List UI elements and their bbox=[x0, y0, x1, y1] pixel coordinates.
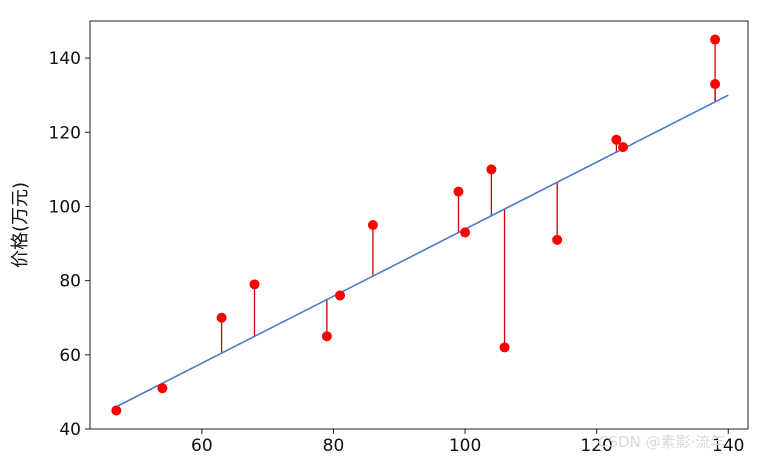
data-point bbox=[216, 312, 227, 323]
watermark-text: CSDN @素影·流年 bbox=[598, 433, 725, 451]
y-axis-label: 价格(万元) bbox=[10, 182, 31, 268]
x-tick-label: 60 bbox=[191, 436, 213, 456]
data-point bbox=[486, 164, 497, 175]
y-tick-label: 100 bbox=[49, 197, 81, 217]
x-tick-label: 80 bbox=[323, 436, 345, 456]
x-tick-label: 120 bbox=[580, 436, 612, 456]
data-point bbox=[617, 142, 628, 153]
data-point bbox=[552, 234, 563, 245]
data-point bbox=[611, 134, 622, 145]
data-point bbox=[249, 279, 260, 290]
data-point bbox=[321, 331, 332, 342]
data-point bbox=[499, 342, 510, 353]
x-tick-label: 100 bbox=[449, 436, 481, 456]
data-point bbox=[111, 405, 122, 416]
data-point bbox=[335, 290, 346, 301]
y-axis-ticks: 40 60 80 100 120 140 bbox=[49, 49, 90, 440]
data-point bbox=[460, 227, 471, 238]
plot-frame bbox=[89, 20, 749, 430]
y-tick-label: 60 bbox=[59, 346, 81, 366]
data-point bbox=[367, 220, 378, 230]
data-point bbox=[453, 186, 464, 197]
y-tick-label: 80 bbox=[59, 272, 81, 292]
data-point bbox=[710, 34, 721, 45]
data-point bbox=[157, 383, 168, 394]
y-tick-label: 120 bbox=[49, 123, 81, 143]
residual-lines bbox=[115, 39, 716, 411]
data-point bbox=[710, 79, 721, 90]
data-points bbox=[111, 34, 721, 416]
y-tick-label: 140 bbox=[49, 49, 81, 69]
x-axis-ticks: 60 80 100 120 140 bbox=[191, 429, 744, 456]
x-tick-label: 140 bbox=[712, 436, 744, 456]
y-tick-label: 40 bbox=[59, 420, 81, 440]
regression-line bbox=[115, 94, 729, 408]
